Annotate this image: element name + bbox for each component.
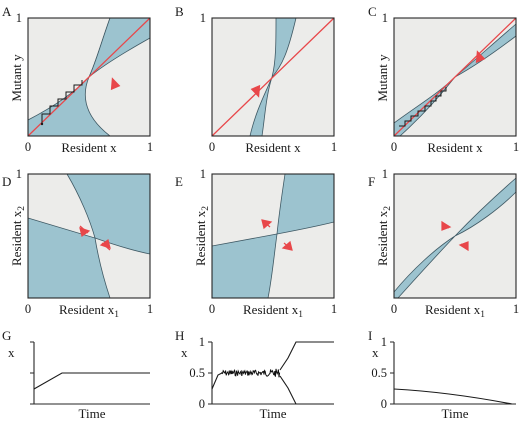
xlabel-b: Resident x bbox=[245, 140, 301, 155]
ylabel-f: Resident x2 bbox=[375, 206, 393, 266]
arrow-line-d-right bbox=[101, 242, 111, 251]
panel-label-c: C bbox=[368, 4, 377, 19]
tick-b-y1: 1 bbox=[200, 11, 206, 25]
tick-c-x1: 1 bbox=[513, 140, 519, 154]
arrow-line-e-right bbox=[283, 242, 293, 251]
panel-label-d: D bbox=[2, 174, 11, 189]
tick-b-x1: 1 bbox=[331, 140, 337, 154]
ylabel-h: x bbox=[181, 345, 188, 360]
tick-c-x0: 0 bbox=[391, 140, 397, 154]
tick-a-y1: 1 bbox=[16, 11, 22, 25]
trajectory-h-lower-branch bbox=[279, 375, 334, 405]
ylabel-c: Mutant y bbox=[375, 54, 390, 102]
ylabel-d: Resident x2 bbox=[9, 206, 27, 266]
panel-label-h: H bbox=[175, 328, 184, 343]
xlabel-f: Resident x1 bbox=[425, 302, 485, 320]
tick-d-x0: 0 bbox=[25, 302, 31, 316]
blue-region-d-lower bbox=[27, 217, 111, 299]
tick-f-y1: 1 bbox=[382, 167, 388, 181]
panel-e: E 1 0 1 Resident x1 Resident x2 bbox=[175, 167, 337, 320]
tick-b-x0: 0 bbox=[209, 140, 215, 154]
tick-h-1: 1 bbox=[199, 335, 205, 349]
panel-f: F 1 0 1 Resident x1 Resident x2 bbox=[368, 167, 519, 320]
tick-i-1: 1 bbox=[381, 335, 387, 349]
diagonal-line-b bbox=[211, 17, 335, 137]
arrow-icon-c bbox=[475, 50, 486, 64]
panel-label-g: G bbox=[2, 328, 11, 343]
tick-h-05: 0.5 bbox=[189, 366, 205, 380]
tick-i-05: 0.5 bbox=[371, 366, 387, 380]
tick-a-x1: 1 bbox=[147, 140, 153, 154]
panel-i: I x 1 0.5 0 Time bbox=[368, 328, 516, 421]
tick-f-x1: 1 bbox=[513, 302, 519, 316]
arrow-icon-b bbox=[250, 84, 261, 98]
xlabel-h: Time bbox=[260, 406, 287, 421]
xlabel-e: Resident x1 bbox=[243, 302, 303, 320]
arrow-icon-a bbox=[110, 77, 121, 91]
xlabel-a: Resident x bbox=[61, 140, 117, 155]
panel-b-frame bbox=[211, 17, 335, 137]
xlabel-d: Resident x1 bbox=[59, 302, 119, 320]
panel-a: A 1 0 1 Resident x Mutant y bbox=[2, 4, 153, 155]
ylabel-i: x bbox=[372, 345, 379, 360]
panel-b: B 1 0 1 Resident x bbox=[175, 4, 337, 155]
panel-e-frame bbox=[211, 173, 335, 299]
ylabel-g: x bbox=[8, 345, 15, 360]
arrow-line-d-left bbox=[79, 225, 89, 234]
panel-label-a: A bbox=[2, 4, 12, 19]
trajectory-h-rise bbox=[211, 372, 223, 390]
xlabel-i: Time bbox=[442, 406, 469, 421]
trajectory-i bbox=[393, 388, 513, 405]
trajectory-h-upper-branch bbox=[279, 341, 334, 371]
ylabel-e: Resident x2 bbox=[193, 206, 211, 266]
trajectory-h-noisy bbox=[221, 368, 281, 378]
panel-g: G x Time bbox=[2, 328, 150, 421]
tick-i-0: 0 bbox=[381, 397, 387, 411]
panel-d-frame bbox=[27, 173, 151, 299]
tick-d-y1: 1 bbox=[16, 167, 22, 181]
tick-a-x0: 0 bbox=[25, 140, 31, 154]
arrow-line-e-left bbox=[261, 219, 271, 228]
panel-label-f: F bbox=[368, 174, 375, 189]
panel-h: H x 1 0.5 0 Time bbox=[175, 328, 334, 421]
arrow-line-f-left bbox=[441, 221, 450, 229]
blue-region-e-lower bbox=[211, 233, 278, 299]
xlabel-c: Resident x bbox=[427, 140, 483, 155]
panel-c: C 1 0 1 Resident x Mutant y bbox=[368, 4, 519, 155]
ylabel-a: Mutant y bbox=[9, 54, 24, 102]
xlabel-g: Time bbox=[79, 406, 106, 421]
staircase-path-a bbox=[41, 80, 83, 124]
panel-label-b: B bbox=[175, 4, 184, 19]
tick-e-y1: 1 bbox=[200, 167, 206, 181]
panel-f-frame bbox=[393, 173, 517, 299]
diagonal-line-a bbox=[27, 17, 151, 137]
panel-c-frame bbox=[393, 17, 517, 137]
panel-a-frame bbox=[27, 17, 151, 137]
staircase-path-c bbox=[399, 87, 447, 127]
tick-e-x1: 1 bbox=[331, 302, 337, 316]
panel-label-i: I bbox=[368, 328, 372, 343]
trajectory-g bbox=[33, 372, 150, 390]
arrow-line-f-right bbox=[460, 243, 469, 251]
staircase-start-a bbox=[40, 122, 44, 126]
tick-d-x1: 1 bbox=[147, 302, 153, 316]
panel-label-e: E bbox=[175, 174, 183, 189]
tick-h-0: 0 bbox=[199, 397, 205, 411]
tick-c-y1: 1 bbox=[382, 11, 388, 25]
tick-e-x0: 0 bbox=[209, 302, 215, 316]
tick-f-x0: 0 bbox=[391, 302, 397, 316]
panel-d: D 1 0 1 Resident x1 Resident x2 bbox=[2, 167, 153, 320]
